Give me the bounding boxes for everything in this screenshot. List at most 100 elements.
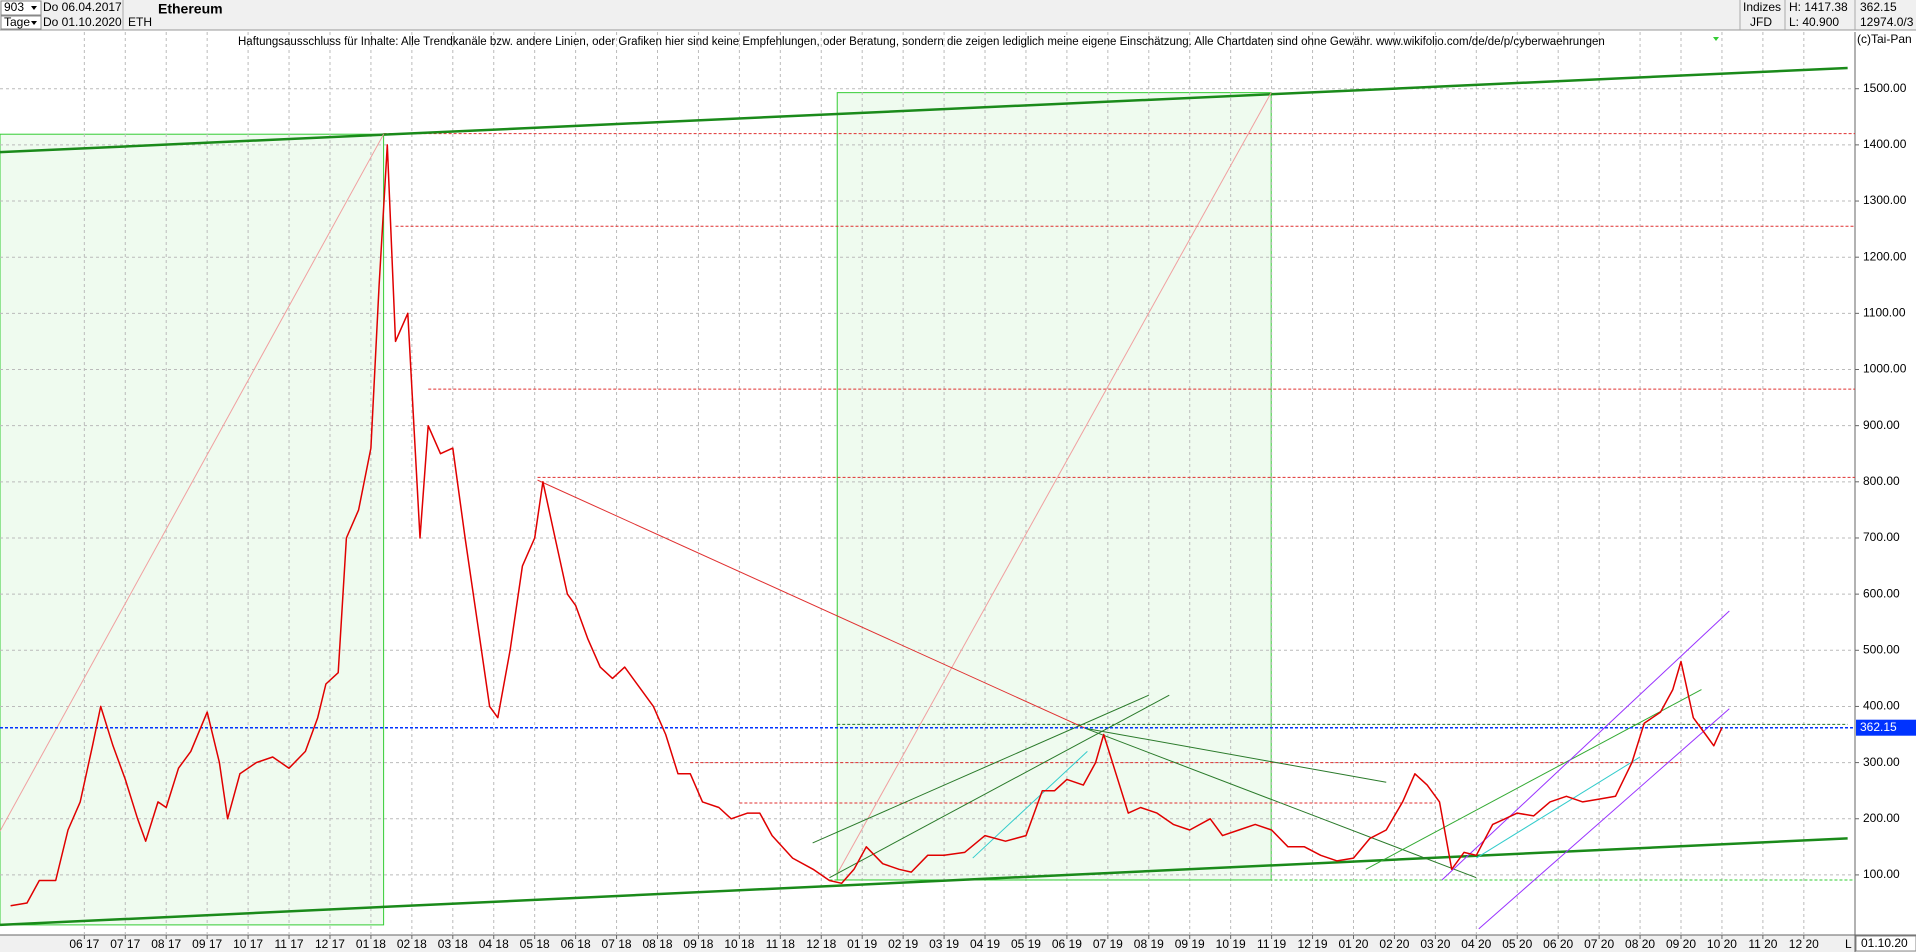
x-tick-label: 02 18 bbox=[397, 937, 427, 951]
x-tick-label: 09 20 bbox=[1666, 937, 1696, 951]
x-tick-label: 05 18 bbox=[520, 937, 550, 951]
x-tick-label: 03 20 bbox=[1420, 937, 1450, 951]
high: H: 1417.38 bbox=[1789, 0, 1848, 14]
unit[interactable]: Tage bbox=[4, 15, 30, 29]
x-tick-label: 08 17 bbox=[151, 937, 181, 951]
period[interactable]: 903 bbox=[4, 0, 24, 14]
volume: 12974.0/3 bbox=[1860, 15, 1914, 29]
trend-line bbox=[0, 133, 385, 832]
y-tick-label: 1100.00 bbox=[1863, 306, 1906, 320]
x-tick-label: 03 18 bbox=[438, 937, 468, 951]
x-tick-label: 09 18 bbox=[683, 937, 713, 951]
x-tick-label: 07 18 bbox=[602, 937, 632, 951]
last-price-label: 362.15 bbox=[1860, 720, 1897, 734]
x-tick-label: 11 20 bbox=[1748, 937, 1777, 951]
period-box[interactable] bbox=[0, 0, 42, 16]
x-tick-label: 08 19 bbox=[1134, 937, 1164, 951]
trend-line bbox=[1476, 756, 1641, 859]
trend-line bbox=[1085, 727, 1387, 783]
x-tick-label: 02 20 bbox=[1379, 937, 1409, 951]
market: Indizes bbox=[1743, 0, 1781, 14]
x-tick-label: 01 20 bbox=[1338, 937, 1368, 951]
y-tick-label: 1000.00 bbox=[1863, 362, 1907, 376]
x-tick-label: 12 19 bbox=[1298, 937, 1328, 951]
y-tick-label: 1400.00 bbox=[1863, 137, 1907, 151]
scale-mode: L bbox=[1845, 937, 1852, 951]
trend-line bbox=[829, 694, 1170, 879]
y-tick-label: 500.00 bbox=[1863, 642, 1900, 656]
x-tick-label: 06 18 bbox=[561, 937, 591, 951]
dropdown-arrow[interactable] bbox=[31, 21, 37, 25]
y-tick-label: 800.00 bbox=[1863, 474, 1900, 488]
zone bbox=[0, 133, 385, 926]
chart-title: Ethereum bbox=[158, 1, 223, 17]
trend-line bbox=[1085, 727, 1477, 879]
x-tick-label: 04 18 bbox=[479, 937, 509, 951]
trend-line bbox=[836, 92, 1272, 875]
x-tick-label: 12 18 bbox=[806, 937, 836, 951]
x-tick-label: 03 19 bbox=[929, 937, 959, 951]
x-tick-label: 10 17 bbox=[233, 937, 263, 951]
y-tick-label: 100.00 bbox=[1863, 867, 1900, 881]
start-date: Do 06.04.2017 bbox=[43, 0, 122, 14]
trend-line bbox=[0, 66, 1848, 154]
y-tick-label: 1300.00 bbox=[1863, 193, 1907, 207]
end-date: Do 01.10.2020 bbox=[43, 15, 122, 29]
x-tick-label: 06 19 bbox=[1052, 937, 1082, 951]
unit-box[interactable] bbox=[0, 15, 42, 30]
x-tick-label: 07 19 bbox=[1093, 937, 1123, 951]
marker bbox=[1713, 37, 1719, 41]
x-tick-label: 10 19 bbox=[1216, 937, 1246, 951]
y-tick-label: 1200.00 bbox=[1863, 249, 1907, 263]
source: (c)Tai-Pan bbox=[1857, 32, 1912, 46]
y-tick-label: 300.00 bbox=[1863, 755, 1900, 769]
x-tick-label: 04 19 bbox=[970, 937, 1000, 951]
x-tick-label: 09 17 bbox=[192, 937, 222, 951]
dropdown-arrow[interactable] bbox=[31, 6, 37, 10]
x-tick-label: 09 19 bbox=[1175, 937, 1205, 951]
trend-line bbox=[972, 751, 1088, 859]
x-tick-label: 05 19 bbox=[1011, 937, 1041, 951]
disclaimer: Haftungsausschluss für Inhalte: Alle Tre… bbox=[238, 36, 1605, 48]
x-tick-label: 02 19 bbox=[888, 937, 918, 951]
x-axis-strip bbox=[0, 935, 1916, 952]
x-tick-label: 11 18 bbox=[766, 937, 795, 951]
last-price: 362.15 bbox=[1860, 0, 1897, 14]
header-bar bbox=[0, 0, 1916, 30]
x-tick-label: 06 17 bbox=[69, 937, 99, 951]
x-tick-label: 08 20 bbox=[1625, 937, 1655, 951]
x-tick-label: 11 19 bbox=[1257, 937, 1286, 951]
trend-line bbox=[812, 694, 1149, 844]
trend-line bbox=[537, 479, 1086, 729]
y-tick-label: 200.00 bbox=[1863, 811, 1900, 825]
trend-line bbox=[1365, 689, 1702, 870]
trend-line bbox=[0, 837, 1848, 927]
x-tick-label: 12 17 bbox=[315, 937, 345, 951]
x-tick-label: 08 18 bbox=[642, 937, 672, 951]
x-tick-label: 01 18 bbox=[356, 937, 386, 951]
x-tick-label: 05 20 bbox=[1502, 937, 1532, 951]
exchange: JFD bbox=[1750, 15, 1772, 29]
x-tick-label: 04 20 bbox=[1461, 937, 1491, 951]
x-tick-label: 10 18 bbox=[724, 937, 754, 951]
x-tick-label: 07 20 bbox=[1584, 937, 1614, 951]
x-tick-label: 07 17 bbox=[110, 937, 140, 951]
x-tick-label: 10 20 bbox=[1707, 937, 1737, 951]
x-tick-label: 01 19 bbox=[847, 937, 877, 951]
last-price-tag bbox=[1856, 719, 1916, 736]
date-box bbox=[1855, 935, 1916, 952]
x-tick-label: 12 20 bbox=[1789, 937, 1819, 951]
y-tick-label: 600.00 bbox=[1863, 586, 1900, 600]
trend-line bbox=[1478, 708, 1730, 930]
trend-line bbox=[1441, 610, 1730, 881]
x-tick-label: 06 20 bbox=[1543, 937, 1573, 951]
y-tick-label: 700.00 bbox=[1863, 530, 1900, 544]
symbol: ETH bbox=[128, 15, 152, 29]
plot-area: 100.00 200.00 300.00 400.00 500.00 600.00 700.… bbox=[0, 32, 1916, 952]
low: L: 40.900 bbox=[1789, 15, 1839, 29]
y-tick-label: 400.00 bbox=[1863, 699, 1900, 713]
x-tick-label: 11 17 bbox=[274, 937, 303, 951]
y-tick-label: 900.00 bbox=[1863, 418, 1900, 432]
